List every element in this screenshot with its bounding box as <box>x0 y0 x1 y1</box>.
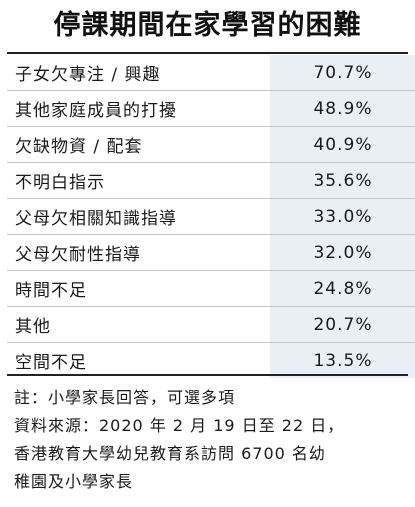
footnotes: 註：小學家長回答，可選多項 資料來源：2020 年 2 月 19 日至 22 日… <box>14 384 408 496</box>
table-row: 其他家庭成員的打擾 48.9% <box>7 90 415 127</box>
row-value: 24.8% <box>270 270 415 307</box>
row-label: 父母欠耐性指導 <box>7 234 270 271</box>
row-value: 13.5% <box>270 342 415 378</box>
table-row: 父母欠耐性指導 32.0% <box>7 234 415 271</box>
row-value: 32.0% <box>270 234 415 271</box>
row-value: 35.6% <box>270 162 415 199</box>
top-rule <box>7 52 408 54</box>
row-label: 其他家庭成員的打擾 <box>7 90 270 127</box>
data-table: 子女欠專注 / 興趣 70.7% 其他家庭成員的打擾 48.9% 欠缺物資 / 配套 40… <box>7 55 415 378</box>
table-row: 其他 20.7% <box>7 306 415 343</box>
row-value: 40.9% <box>270 126 415 163</box>
row-label: 不明白指示 <box>7 162 270 199</box>
table-body: 子女欠專注 / 興趣 70.7% 其他家庭成員的打擾 48.9% 欠缺物資 / 配套 40… <box>7 55 415 378</box>
row-label: 其他 <box>7 306 270 343</box>
row-label: 時間不足 <box>7 270 270 307</box>
row-value: 48.9% <box>270 90 415 127</box>
row-label: 空間不足 <box>7 342 270 378</box>
chart-title: 停課期間在家學習的困難 <box>53 10 362 41</box>
table-row: 空間不足 13.5% <box>7 342 415 378</box>
row-label: 父母欠相關知識指導 <box>7 198 270 235</box>
table-row: 欠缺物資 / 配套 40.9% <box>7 126 415 163</box>
row-value: 70.7% <box>270 55 415 91</box>
source-line: 稚園及小學家長 <box>14 472 134 491</box>
source-line: 資料來源：2020 年 2 月 19 日至 22 日， <box>14 416 345 435</box>
table-row: 父母欠相關知識指導 33.0% <box>7 198 415 235</box>
table-row: 不明白指示 35.6% <box>7 162 415 199</box>
row-label: 欠缺物資 / 配套 <box>7 126 270 163</box>
bottom-rule <box>7 374 408 376</box>
row-value: 33.0% <box>270 198 415 235</box>
row-label: 子女欠專注 / 興趣 <box>7 55 270 91</box>
source-line: 香港教育大學幼兒教育系訪問 6700 名幼 <box>14 444 326 463</box>
table-row: 子女欠專注 / 興趣 70.7% <box>7 55 415 91</box>
row-value: 20.7% <box>270 306 415 343</box>
table-row: 時間不足 24.8% <box>7 270 415 307</box>
note-line: 註：小學家長回答，可選多項 <box>14 388 236 407</box>
